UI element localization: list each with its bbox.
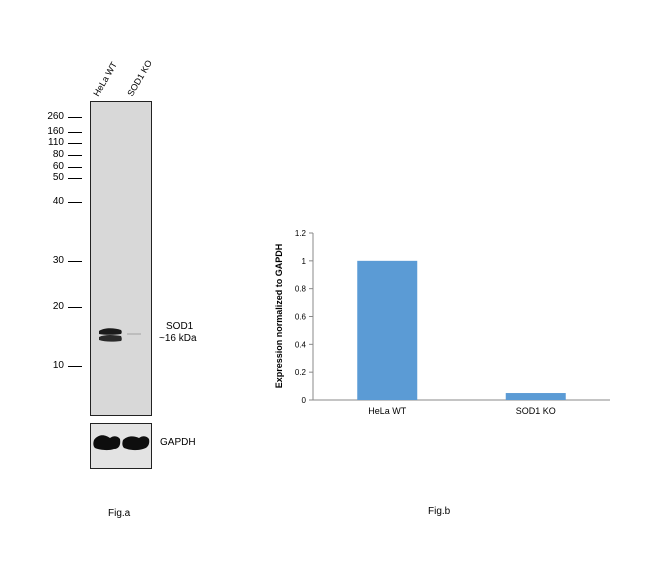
marker-10: 10 <box>42 360 82 371</box>
y-tick-label: 0.8 <box>295 285 307 294</box>
sod1-bands <box>99 328 141 342</box>
gapdh-band-ko <box>122 436 150 451</box>
bar-hela-wt <box>357 260 418 400</box>
x-tick-label: HeLa WT <box>368 406 407 416</box>
y-tick-label: 0.6 <box>295 313 307 322</box>
y-tick-label: 0.4 <box>295 340 307 349</box>
marker-160: 160 <box>42 126 82 137</box>
marker-20: 20 <box>42 301 82 312</box>
y-tick-label: 0.2 <box>295 368 307 377</box>
sod1-band-lower <box>99 335 122 342</box>
band-name: SOD1 <box>166 321 194 332</box>
y-tick-label: 0 <box>302 396 307 405</box>
gapdh-bands <box>93 435 150 451</box>
y-axis-label: Expression normalized to GAPDH <box>274 244 284 389</box>
bar-sod1-ko <box>505 393 566 400</box>
blot-membrane-gapdh <box>90 423 152 469</box>
marker-80: 80 <box>42 149 82 160</box>
fig-a-label: Fig.a <box>108 508 131 519</box>
y-tick-label: 1.2 <box>295 229 307 238</box>
marker-30: 30 <box>42 255 82 266</box>
loading-control-label: GAPDH <box>160 437 196 448</box>
blot-membrane-sod1 <box>90 101 152 416</box>
band-size: ~16 kDa <box>159 333 197 344</box>
sod1-band-ko-trace <box>127 333 141 335</box>
marker-40: 40 <box>42 196 82 207</box>
gapdh-band-hela <box>93 435 121 451</box>
marker-50: 50 <box>42 172 82 183</box>
x-tick-label: SOD1 KO <box>516 406 556 416</box>
y-tick-label: 1 <box>302 257 307 266</box>
marker-260: 260 <box>42 111 82 122</box>
band-label-sod1: SOD1 ~16 kDa <box>159 321 197 345</box>
fig-b-label: Fig.b <box>428 506 451 517</box>
sod1-band-upper <box>99 328 122 335</box>
marker-110: 110 <box>42 137 82 148</box>
marker-60: 60 <box>42 161 82 172</box>
